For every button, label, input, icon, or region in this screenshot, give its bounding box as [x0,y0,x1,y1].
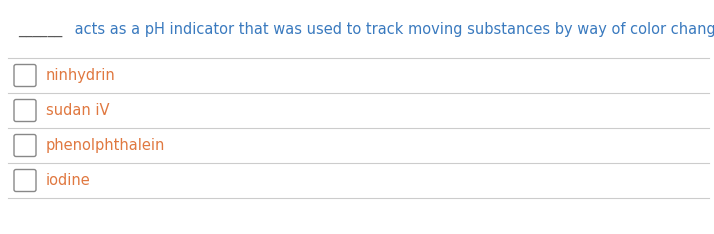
Text: sudan iV: sudan iV [46,103,109,118]
Text: iodine: iodine [46,173,91,188]
Text: phenolphthalein: phenolphthalein [46,138,166,153]
Text: ninhydrin: ninhydrin [46,68,116,83]
Text: acts as a pH indicator that was used to track moving substances by way of color : acts as a pH indicator that was used to … [70,22,714,37]
Text: ______: ______ [18,22,62,37]
